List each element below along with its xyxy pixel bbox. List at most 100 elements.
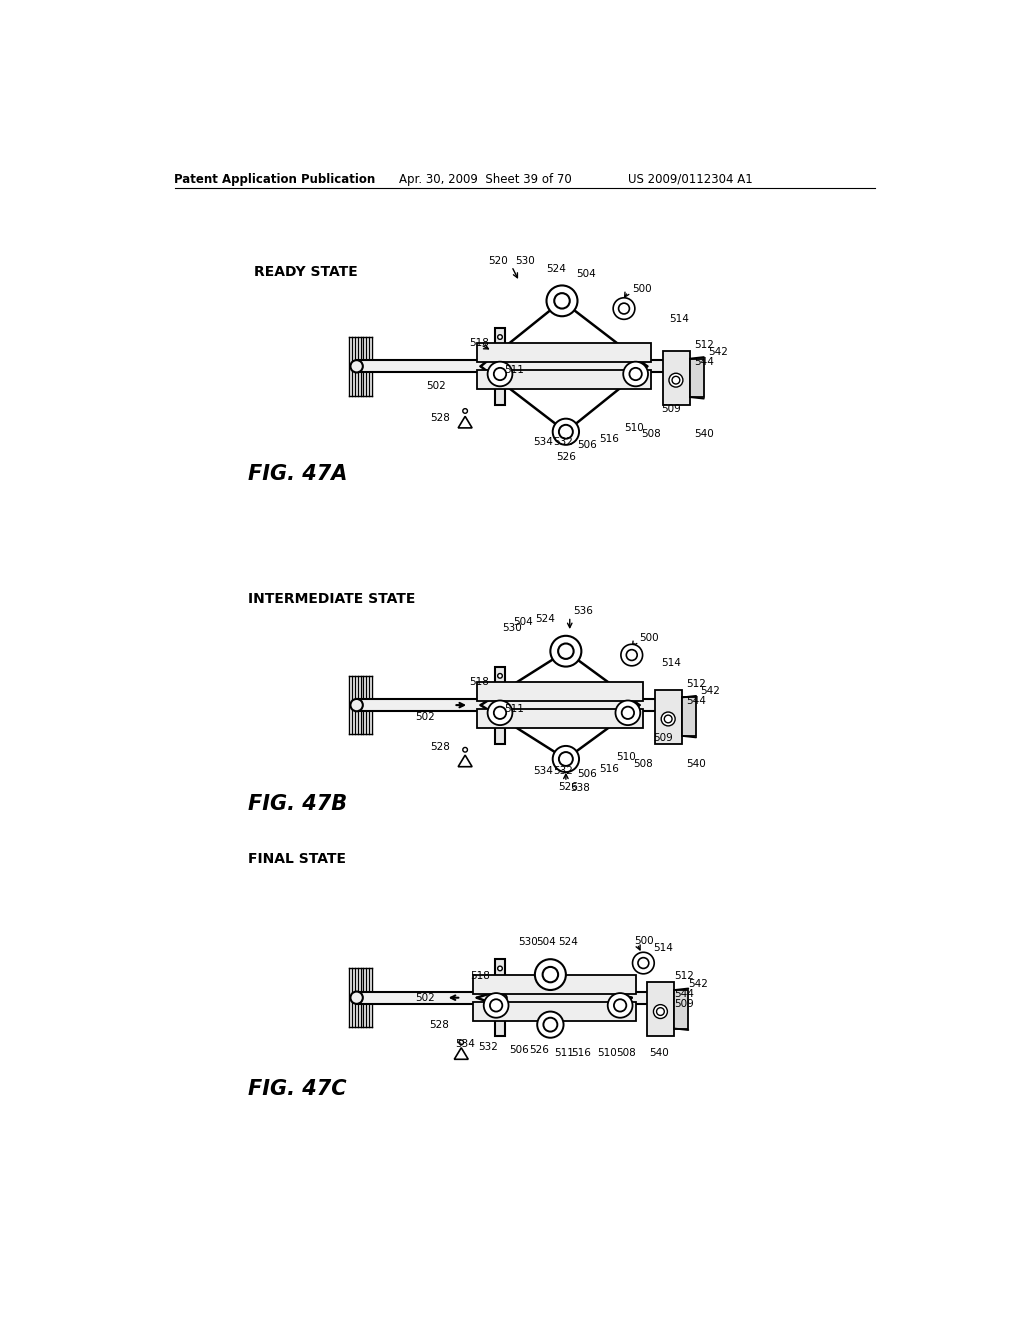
Circle shape xyxy=(498,335,503,339)
Bar xyxy=(682,697,696,737)
Circle shape xyxy=(350,360,362,372)
Text: 530: 530 xyxy=(503,623,522,634)
Circle shape xyxy=(607,993,633,1018)
Text: 506: 506 xyxy=(509,1045,529,1055)
Circle shape xyxy=(665,715,672,723)
Circle shape xyxy=(496,994,504,1002)
Text: 512: 512 xyxy=(686,678,706,689)
Circle shape xyxy=(615,701,640,725)
Bar xyxy=(690,359,703,397)
Text: 532: 532 xyxy=(554,767,573,776)
Circle shape xyxy=(614,999,627,1011)
Circle shape xyxy=(501,702,507,709)
Circle shape xyxy=(459,1040,464,1044)
Bar xyxy=(356,700,675,711)
Circle shape xyxy=(638,958,649,969)
Text: 538: 538 xyxy=(569,783,590,793)
Circle shape xyxy=(633,952,654,974)
Text: 506: 506 xyxy=(578,770,597,779)
Text: 526: 526 xyxy=(557,453,577,462)
Text: 512: 512 xyxy=(693,339,714,350)
Text: 518: 518 xyxy=(469,677,488,686)
Text: Apr. 30, 2009  Sheet 39 of 70: Apr. 30, 2009 Sheet 39 of 70 xyxy=(399,173,572,186)
Text: FIG. 47B: FIG. 47B xyxy=(248,793,347,813)
Text: 514: 514 xyxy=(669,314,689,323)
Circle shape xyxy=(489,999,503,1011)
Text: 500: 500 xyxy=(634,936,653,946)
Text: 502: 502 xyxy=(415,711,434,722)
Text: 544: 544 xyxy=(675,989,694,999)
Bar xyxy=(473,974,636,994)
Circle shape xyxy=(487,701,512,725)
Circle shape xyxy=(543,966,558,982)
Bar xyxy=(675,990,688,1028)
Circle shape xyxy=(618,304,630,314)
Text: 516: 516 xyxy=(599,764,620,774)
Text: 511: 511 xyxy=(504,704,523,714)
Text: 536: 536 xyxy=(573,606,594,616)
Text: 528: 528 xyxy=(429,1019,449,1030)
Bar xyxy=(477,370,651,389)
Text: 510: 510 xyxy=(624,422,644,433)
Circle shape xyxy=(494,706,506,719)
Text: 534: 534 xyxy=(455,1039,475,1049)
Circle shape xyxy=(558,644,573,659)
Text: Patent Application Publication: Patent Application Publication xyxy=(174,173,376,186)
Text: 509: 509 xyxy=(675,999,694,1008)
Text: 510: 510 xyxy=(597,1048,616,1059)
Circle shape xyxy=(494,368,506,380)
Text: 542: 542 xyxy=(688,979,709,989)
Bar xyxy=(477,682,643,701)
Circle shape xyxy=(463,409,467,413)
Circle shape xyxy=(613,298,635,319)
Text: 502: 502 xyxy=(426,380,446,391)
Circle shape xyxy=(630,368,642,380)
Text: 532: 532 xyxy=(478,1041,498,1052)
Circle shape xyxy=(621,644,643,665)
Text: 509: 509 xyxy=(662,404,681,413)
Text: 518: 518 xyxy=(471,972,490,981)
Text: 542: 542 xyxy=(700,686,720,696)
Text: 542: 542 xyxy=(708,347,728,358)
Bar xyxy=(356,360,675,372)
Circle shape xyxy=(624,362,648,387)
Circle shape xyxy=(547,285,578,317)
Text: 510: 510 xyxy=(616,752,636,763)
Text: 506: 506 xyxy=(578,440,597,450)
Text: 518: 518 xyxy=(469,338,488,348)
Text: 508: 508 xyxy=(633,759,653,768)
Polygon shape xyxy=(458,755,472,767)
Circle shape xyxy=(554,293,569,309)
Circle shape xyxy=(535,960,566,990)
Text: 544: 544 xyxy=(686,696,706,706)
Circle shape xyxy=(496,363,504,370)
Bar xyxy=(477,709,643,729)
Circle shape xyxy=(553,418,579,445)
Circle shape xyxy=(550,636,582,667)
Text: 511: 511 xyxy=(504,366,523,375)
Bar xyxy=(356,991,675,1003)
Text: 526: 526 xyxy=(529,1045,549,1055)
Text: 534: 534 xyxy=(534,437,553,446)
Circle shape xyxy=(544,1018,557,1032)
Text: 500: 500 xyxy=(640,634,659,643)
Text: 524: 524 xyxy=(558,937,578,948)
Circle shape xyxy=(501,363,507,370)
Text: US 2009/0112304 A1: US 2009/0112304 A1 xyxy=(628,173,753,186)
Circle shape xyxy=(553,746,579,772)
Text: 528: 528 xyxy=(430,742,451,752)
Circle shape xyxy=(669,374,683,387)
Text: 512: 512 xyxy=(675,972,694,981)
Bar xyxy=(477,343,651,363)
Circle shape xyxy=(672,376,680,384)
Text: 516: 516 xyxy=(599,434,620,445)
Circle shape xyxy=(653,1005,668,1019)
Bar xyxy=(495,667,506,743)
Text: 540: 540 xyxy=(693,429,714,440)
Circle shape xyxy=(622,706,634,719)
Text: 526: 526 xyxy=(558,781,578,792)
Text: 514: 514 xyxy=(662,657,681,668)
Text: 516: 516 xyxy=(571,1048,591,1059)
Circle shape xyxy=(538,1011,563,1038)
Text: 540: 540 xyxy=(649,1048,669,1059)
